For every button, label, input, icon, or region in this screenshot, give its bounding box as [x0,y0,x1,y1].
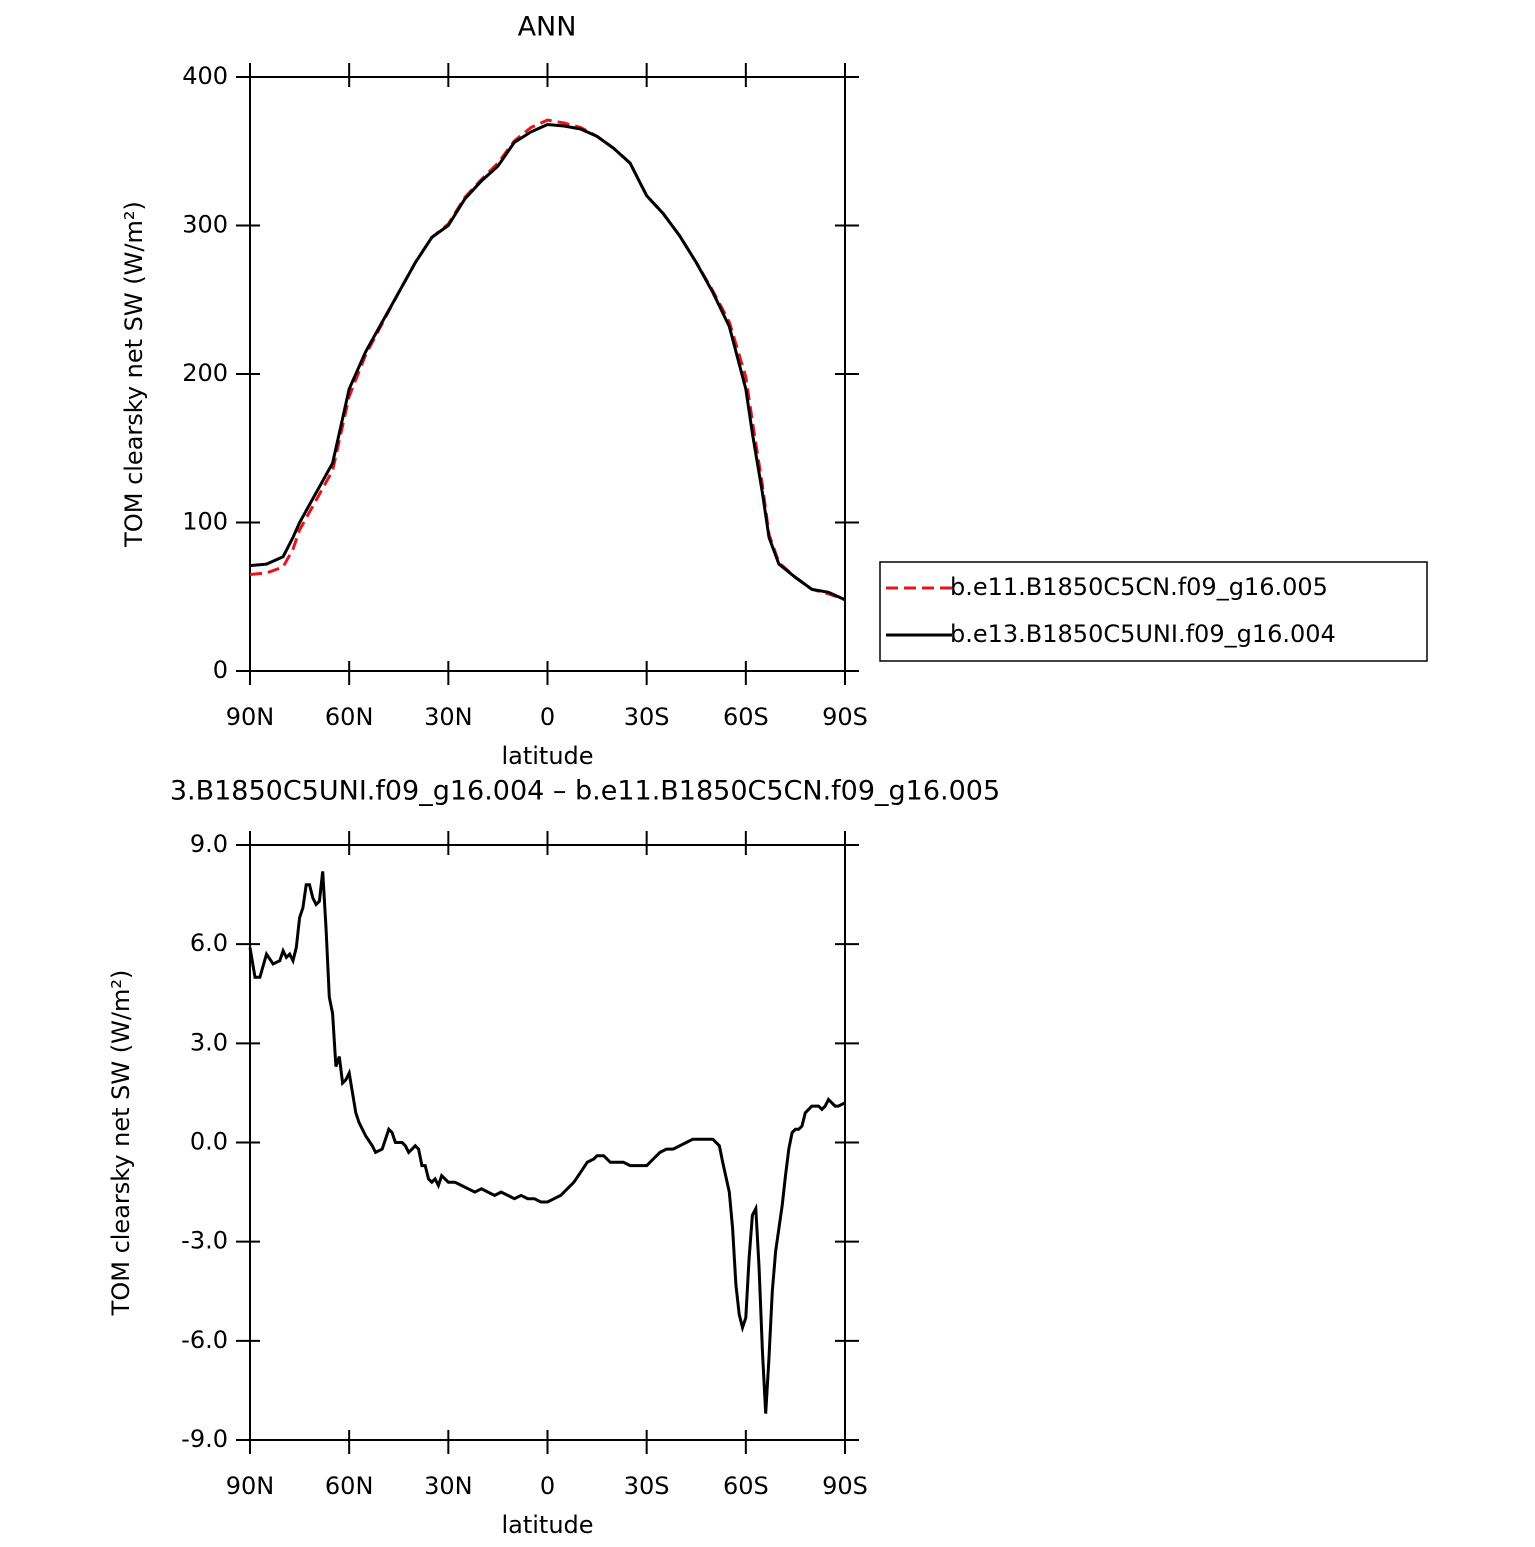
x-tick-label: 90S [822,703,868,731]
x-axis-label: latitude [501,742,593,770]
x-tick-label: 60S [723,1472,769,1500]
data-line [249,118,846,602]
y-axis-label: TOM clearsky net SW (W/m²) [107,970,135,1317]
legend-label: b.e13.B1850C5UNI.f09_g16.004 [950,620,1336,648]
x-tick-label: 30S [624,703,670,731]
data-line [248,871,846,1414]
y-tick-label: 0 [213,656,228,684]
y-tick-label: 3.0 [190,1028,228,1056]
y-tick-label: -3.0 [181,1227,228,1255]
chart-title: ANN [518,12,577,43]
y-tick-label: 400 [182,62,228,90]
x-tick-label: 60N [325,1472,374,1500]
y-tick-label: 300 [182,211,228,239]
y-tick-label: -6.0 [181,1326,228,1354]
x-tick-label: 90S [822,1472,868,1500]
y-tick-label: 6.0 [190,929,228,957]
x-tick-label: 90N [226,703,275,731]
y-axis-label: TOM clearsky net SW (W/m²) [120,201,148,548]
x-tick-label: 90N [226,1472,275,1500]
y-tick-label: 0.0 [190,1128,228,1156]
x-tick-label: 60S [723,703,769,731]
x-tick-label: 30N [424,1472,473,1500]
data-line [249,122,846,602]
plot-frame [249,76,846,672]
x-tick-label: 0 [540,703,555,731]
y-tick-label: 100 [182,508,228,536]
x-tick-label: 30N [424,703,473,731]
x-tick-label: 30S [624,1472,670,1500]
x-tick-label: 60N [325,703,374,731]
chart-title: 3.B1850C5UNI.f09_g16.004 – b.e11.B1850C5… [170,776,1000,807]
y-tick-label: 200 [182,359,228,387]
legend-label: b.e11.B1850C5CN.f09_g16.005 [950,573,1328,601]
plot-frame [249,844,846,1441]
y-tick-label: -9.0 [181,1425,228,1453]
x-tick-label: 0 [540,1472,555,1500]
legend-box [879,561,1428,662]
y-tick-label: 9.0 [190,830,228,858]
x-axis-label: latitude [501,1511,593,1539]
